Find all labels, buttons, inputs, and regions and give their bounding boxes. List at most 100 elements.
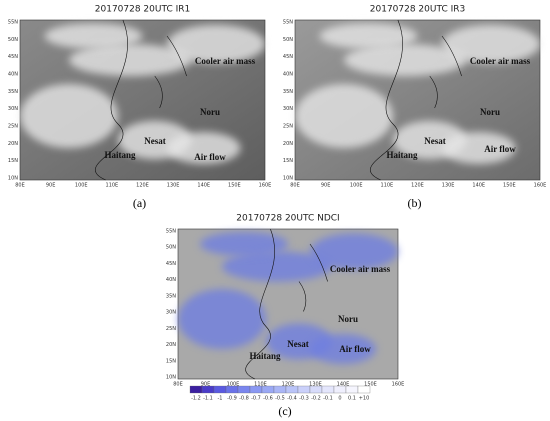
panel-caption: (a) <box>133 196 146 210</box>
annotation: Cooler air mass <box>470 56 531 66</box>
lat-label: 10N <box>8 176 18 182</box>
lon-label: 140E <box>337 382 350 388</box>
image-features <box>178 232 398 364</box>
colorbar-label: -0.7 <box>251 396 261 402</box>
cloud <box>44 23 143 49</box>
lat-label: 50N <box>283 37 293 43</box>
lat-label: 15N <box>283 158 293 164</box>
colorbar-segment <box>285 385 299 394</box>
panel-title: 20170728 20UTC IR1 <box>95 5 190 15</box>
lon-label: 100E <box>227 382 240 388</box>
lat-label: 30N <box>8 106 18 112</box>
annotation: Air flow <box>194 152 226 162</box>
lat-label: 35N <box>283 89 293 95</box>
annotation: Noru <box>338 314 358 324</box>
cloud <box>310 334 376 364</box>
lat-label: 55N <box>8 20 18 26</box>
panel-caption: (c) <box>278 404 291 418</box>
lon-label: 80E <box>290 183 300 189</box>
colorbar-segment <box>261 385 275 394</box>
colorbar-label: -0.2 <box>311 396 321 402</box>
cloud <box>167 24 265 64</box>
colorbar-segment <box>357 385 371 394</box>
panel-title: 20170728 20UTC NDCI <box>236 214 339 224</box>
annotation: Nesat <box>287 339 309 349</box>
colorbar-segment <box>333 385 347 394</box>
coastline <box>370 19 403 181</box>
colorbar-segment <box>321 385 335 394</box>
cloud <box>222 251 332 282</box>
annotation: Haitang <box>386 150 418 160</box>
lon-label: 90E <box>201 382 211 388</box>
lon-label: 110E <box>254 382 267 388</box>
cloud <box>344 44 467 76</box>
colorbar-label: 0.1 <box>348 396 356 402</box>
lon-label: 140E <box>472 183 485 189</box>
annotation: Air flow <box>339 344 371 354</box>
lat-label: 45N <box>166 261 176 267</box>
coastline <box>298 243 328 312</box>
annotation: Noru <box>480 107 500 117</box>
lon-label: 160E <box>534 183 547 189</box>
cloud <box>442 132 516 164</box>
lat-label: 45N <box>8 54 18 60</box>
lat-label: 55N <box>166 229 176 235</box>
colorbar-segment <box>225 385 239 394</box>
colorbar-label: -0.4 <box>287 396 297 402</box>
lat-label: 15N <box>8 158 18 164</box>
annotation: Cooler air mass <box>330 264 391 274</box>
lon-label: 150E <box>228 183 241 189</box>
lon-label: 110E <box>106 183 119 189</box>
annotation: Haitang <box>104 150 136 160</box>
annotation: Nesat <box>144 136 166 146</box>
lon-label: 160E <box>259 183 272 189</box>
cloud <box>178 289 266 349</box>
lon-label: 100E <box>75 183 88 189</box>
panel-title: 20170728 20UTC IR3 <box>370 5 465 15</box>
lon-label: 150E <box>364 382 377 388</box>
colorbar-segment <box>309 385 323 394</box>
lat-label: 10N <box>283 176 293 182</box>
panel-caption: (b) <box>408 196 422 210</box>
image-features <box>20 23 265 164</box>
cloud <box>167 132 241 164</box>
cloud <box>442 24 540 64</box>
colorbar-label: -1.1 <box>203 396 213 402</box>
lat-label: 15N <box>166 358 176 364</box>
colorbar-segment <box>249 385 263 394</box>
lon-label: 90E <box>321 183 331 189</box>
cloud <box>200 232 288 256</box>
lon-label: 140E <box>197 183 210 189</box>
lat-label: 30N <box>166 310 176 316</box>
lat-label: 35N <box>8 89 18 95</box>
lat-label: 20N <box>8 141 18 147</box>
image-features <box>295 23 540 164</box>
colorbar-label: -0.5 <box>275 396 285 402</box>
colorbar-label: -0.6 <box>263 396 273 402</box>
cloud <box>69 44 192 76</box>
lat-label: 10N <box>166 375 176 381</box>
lat-label: 20N <box>283 141 293 147</box>
lon-label: 90E <box>46 183 56 189</box>
cloud <box>20 84 118 148</box>
coastline <box>95 19 128 181</box>
lon-label: 100E <box>350 183 363 189</box>
annotation: Haitang <box>249 351 281 361</box>
lon-label: 120E <box>411 183 424 189</box>
lat-label: 20N <box>166 342 176 348</box>
colorbar-segment <box>201 385 215 394</box>
coastline <box>154 35 187 109</box>
lon-label: 130E <box>309 382 322 388</box>
lon-label: 160E <box>392 382 405 388</box>
lat-label: 40N <box>8 72 18 78</box>
lat-label: 40N <box>166 277 176 283</box>
cloud <box>319 23 418 49</box>
annotation: Noru <box>200 107 220 117</box>
lat-label: 25N <box>166 326 176 332</box>
annotation: Nesat <box>424 136 446 146</box>
coastline <box>245 228 275 380</box>
colorbar-label: -0.9 <box>227 396 237 402</box>
colorbar-segment <box>189 385 203 394</box>
colorbar-label: -1 <box>218 396 223 402</box>
cloud <box>295 84 393 148</box>
